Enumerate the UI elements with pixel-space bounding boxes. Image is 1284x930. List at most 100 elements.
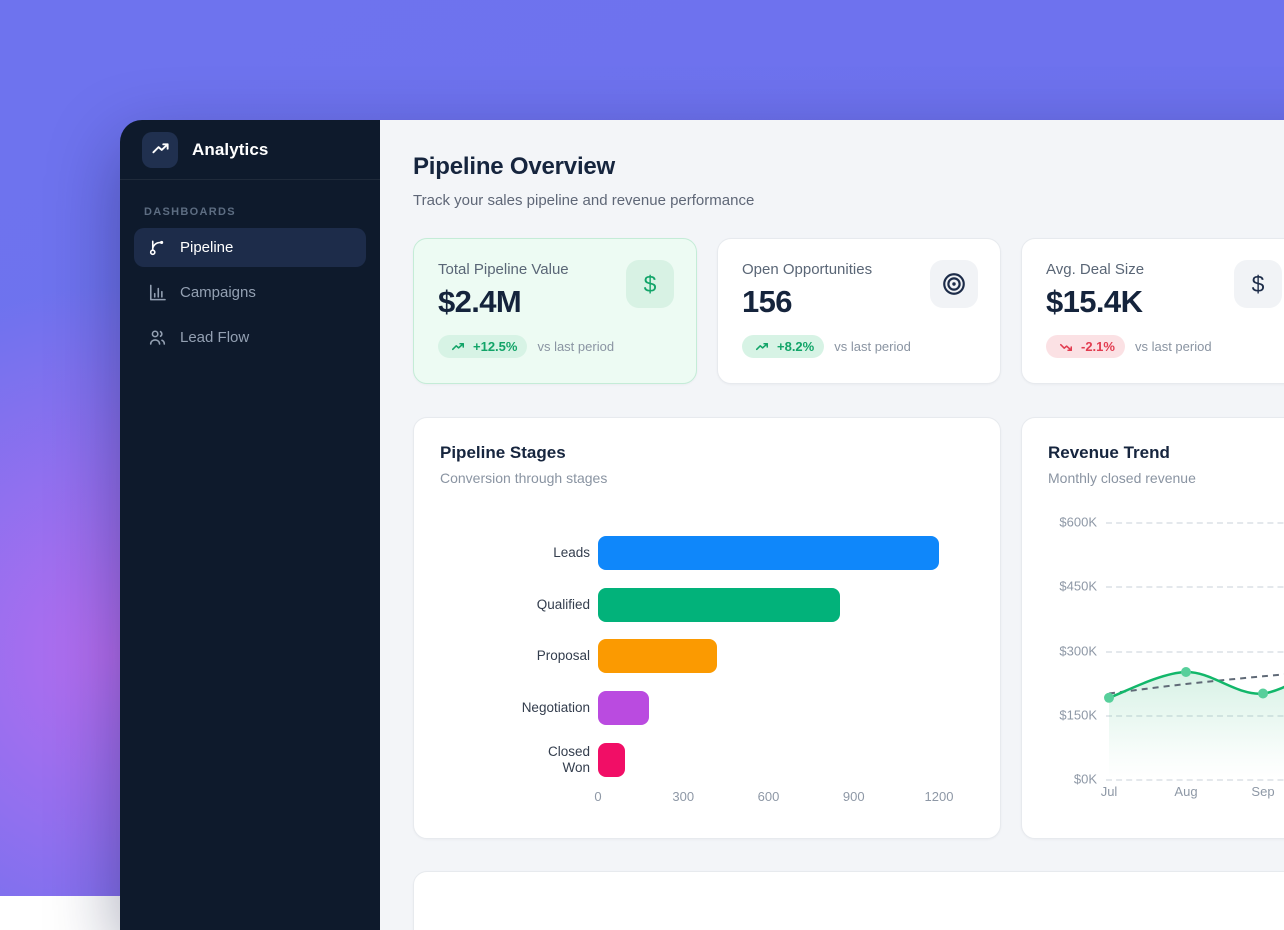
bar-row: Closed Won [440, 734, 974, 786]
trend-dashed-line [1108, 673, 1284, 695]
x-axis-tick: 600 [757, 789, 780, 805]
dollar-icon: $ [1234, 260, 1282, 308]
bar-proposal [598, 639, 718, 674]
target-icon [930, 260, 978, 308]
bar-category-label: Leads [553, 544, 590, 560]
app-window: Analytics DASHBOARDS Pipeline Campaigns Le… [120, 120, 1284, 930]
main-content: Pipeline Overview Track your sales pipel… [380, 120, 1284, 930]
bar-rows: Leads Qualified Proposal Negotiation Closed … [440, 527, 974, 785]
bar-category-label: Negotiation [521, 699, 590, 715]
y-axis-tick: $300K [1059, 643, 1097, 659]
chart-subtitle: Conversion through stages [440, 470, 608, 486]
chart-title: Revenue Trend [1048, 443, 1170, 462]
kpi-value: 156 [742, 284, 793, 319]
app-title: Analytics [192, 139, 269, 159]
bar-track [598, 587, 939, 622]
kpi-label: Total Pipeline Value [438, 261, 569, 278]
kpi-meta: +8.2% vs last period [742, 335, 976, 358]
trend-down-icon [1056, 340, 1076, 354]
line-chart-canvas [1104, 667, 1284, 780]
bar-track [598, 742, 939, 777]
bar-closed-won [598, 742, 625, 777]
sidebar-item-label: Pipeline [180, 239, 234, 256]
bar-qualified [598, 587, 840, 622]
delta-badge: -2.1% [1046, 335, 1125, 358]
bar-row: Proposal [440, 630, 974, 682]
kpi-card-open-opportunities: Open Opportunities 156 +8.2% vs last period [717, 238, 1001, 384]
nav-section-label: DASHBOARDS [144, 206, 236, 218]
sidebar-item-label: Campaigns [180, 284, 256, 301]
bar-track [598, 639, 939, 674]
bar-track [598, 535, 939, 570]
x-axis-tick: 0 [594, 789, 602, 805]
kpi-card-total-pipeline-value: Total Pipeline Value $2.4M +12.5% vs last p… [413, 238, 697, 384]
delta-value: +12.5% [473, 339, 518, 354]
revenue-area-fill [1109, 671, 1284, 780]
trending-up-icon [150, 140, 170, 159]
x-axis-tick: 900 [842, 789, 865, 805]
sidebar-item-lead-flow[interactable]: Lead Flow [134, 318, 366, 357]
sidebar-item-label: Lead Flow [180, 329, 250, 346]
chart-subtitle: Monthly closed revenue [1048, 470, 1196, 486]
bar-category-label: Qualified [536, 596, 590, 612]
dollar-glyph: $ [1251, 270, 1265, 297]
x-axis-tick: Aug [1174, 784, 1198, 799]
delta-value: +8.2% [777, 339, 815, 354]
data-point-aug [1181, 667, 1191, 677]
trend-up-icon [752, 340, 772, 354]
page-subtitle: Track your sales pipeline and revenue pe… [413, 192, 755, 209]
bar-row: Negotiation [440, 682, 974, 734]
kpi-meta: -2.1% vs last period [1046, 335, 1280, 358]
bar-row: Leads [440, 527, 974, 579]
kpi-meta: +12.5% vs last period [438, 335, 672, 358]
dollar-icon: $ [626, 260, 674, 308]
x-axis-tick: Sep [1251, 784, 1275, 799]
kpi-label: Open Opportunities [742, 261, 873, 278]
charts-row: Pipeline Stages Conversion through stage… [413, 417, 1284, 839]
delta-badge: +8.2% [742, 335, 825, 358]
y-axis-tick: $150K [1059, 707, 1097, 723]
delta-value: -2.1% [1081, 339, 1115, 354]
kpi-value: $2.4M [438, 284, 522, 319]
page-title: Pipeline Overview [413, 153, 616, 180]
sidebar: Analytics DASHBOARDS Pipeline Campaigns Le… [120, 120, 380, 930]
route-icon [147, 238, 167, 257]
kpi-value: $15.4K [1046, 284, 1143, 319]
x-axis-tick: 300 [672, 789, 695, 805]
bar-leads [598, 535, 939, 570]
gridline [1106, 779, 1284, 782]
x-axis-tick: Jul [1100, 784, 1118, 799]
y-axis-tick: $450K [1059, 578, 1097, 594]
dollar-glyph: $ [643, 270, 657, 297]
bar-category-label: Closed Won [547, 743, 590, 775]
bottom-card [413, 871, 1284, 930]
x-axis-tick: 1200 [924, 789, 954, 805]
app-logo [142, 131, 178, 168]
kpi-label: Avg. Deal Size [1046, 261, 1145, 278]
kpi-row: Total Pipeline Value $2.4M +12.5% vs last p… [413, 238, 1284, 384]
chart-title: Pipeline Stages [440, 443, 566, 462]
revenue-trend-card: Revenue Trend Monthly closed revenue $60… [1021, 417, 1284, 839]
bar-track [598, 690, 939, 725]
sidebar-nav: Pipeline Campaigns Lead Flow [120, 228, 380, 363]
y-axis-tick: $600K [1059, 514, 1097, 530]
sidebar-item-campaigns[interactable]: Campaigns [134, 273, 366, 312]
delta-badge: +12.5% [438, 335, 528, 358]
bar-row: Qualified [440, 579, 974, 631]
pipeline-stages-card: Pipeline Stages Conversion through stage… [413, 417, 1001, 839]
gridline [1106, 650, 1284, 653]
kpi-compare-text: vs last period [537, 339, 615, 354]
sidebar-header: Analytics [120, 120, 380, 180]
kpi-compare-text: vs last period [834, 339, 911, 354]
users-icon [147, 328, 167, 347]
gridline [1106, 586, 1284, 589]
y-axis-tick: $0K [1073, 771, 1097, 787]
gridline [1106, 522, 1284, 524]
trend-up-icon [448, 340, 468, 354]
bar-chart-icon [147, 283, 167, 302]
bar-axis: 0 300 600 900 1200 [594, 789, 974, 807]
kpi-card-avg-deal-size: Avg. Deal Size $15.4K -2.1% vs last period $ [1021, 238, 1284, 384]
bar-category-label: Proposal [536, 648, 590, 664]
kpi-compare-text: vs last period [1134, 339, 1212, 354]
sidebar-item-pipeline[interactable]: Pipeline [134, 228, 366, 267]
